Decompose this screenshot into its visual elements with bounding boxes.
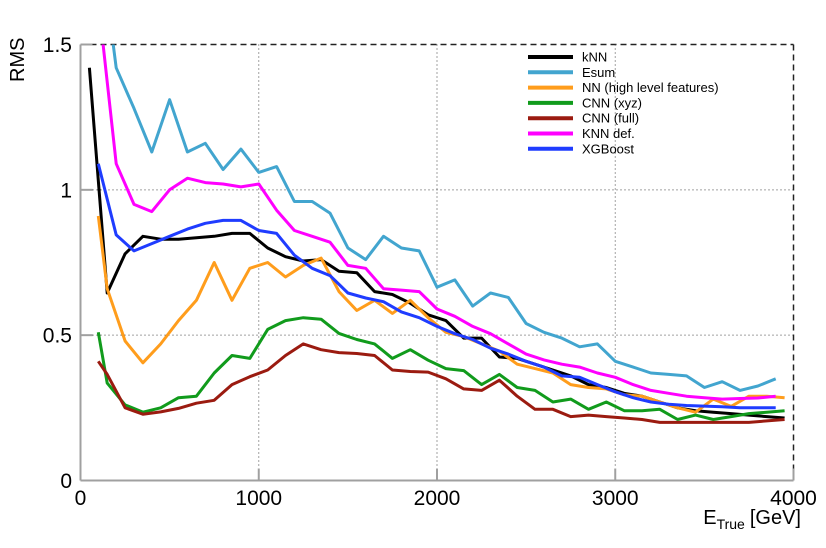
series-line-cnn-xyz [96,316,785,421]
series-line-knn-def [101,44,776,401]
y-tick-label-0.5: 0.5 [43,325,72,348]
series-line-cnn-full [97,342,785,424]
x-tick-label-1000: 1000 [235,487,282,510]
tick-label-layer: 0 0.5 1 1.5 0 1000 2000 3000 4000 [43,34,817,510]
legend-entry-xgboost: XGBoost [528,141,634,156]
y-tick-label-1: 1 [60,179,72,202]
x-tick-label-0: 0 [75,487,87,510]
x-axis-title: ETrue [GeV] [703,507,801,532]
legend-label-esum: Esum [582,65,615,80]
legend-label-cnn-xyz: CNN (xyz) [582,95,642,110]
series-line-esum [111,44,777,392]
x-tick-label-3000: 3000 [592,487,639,510]
legend-entry-cnn-xyz: CNN (xyz) [528,95,642,110]
legend-entry-esum: Esum [528,65,615,80]
x-tick-label-4000: 4000 [770,487,817,510]
legend-label-knn: kNN [582,50,607,65]
x-tick-label-2000: 2000 [414,487,461,510]
legend-label-knn-def: KNN def. [582,126,635,141]
series-layer [87,44,785,424]
y-tick-label-0: 0 [60,470,72,493]
legend-label-xgboost: XGBoost [582,141,634,156]
y-axis-title: RMS [7,38,29,82]
axis-layer [79,43,795,482]
legend-label-cnn-full: CNN (full) [582,111,639,126]
series-line-xgboost [96,163,776,410]
y-tick-label-1.5: 1.5 [43,34,72,57]
legend-entry-nn-high-level-features: NN (high level features) [528,80,719,95]
legend-entry-knn-def: KNN def. [528,126,635,141]
x-axis-title-subscript: True [717,516,745,532]
grid-layer [80,43,795,481]
legend-entry-knn: kNN [528,50,607,65]
legend-label-nn-high-level-features: NN (high level features) [582,80,719,95]
legend-entry-cnn-full: CNN (full) [528,111,639,126]
series-line-nn-high-level-features [96,215,785,414]
